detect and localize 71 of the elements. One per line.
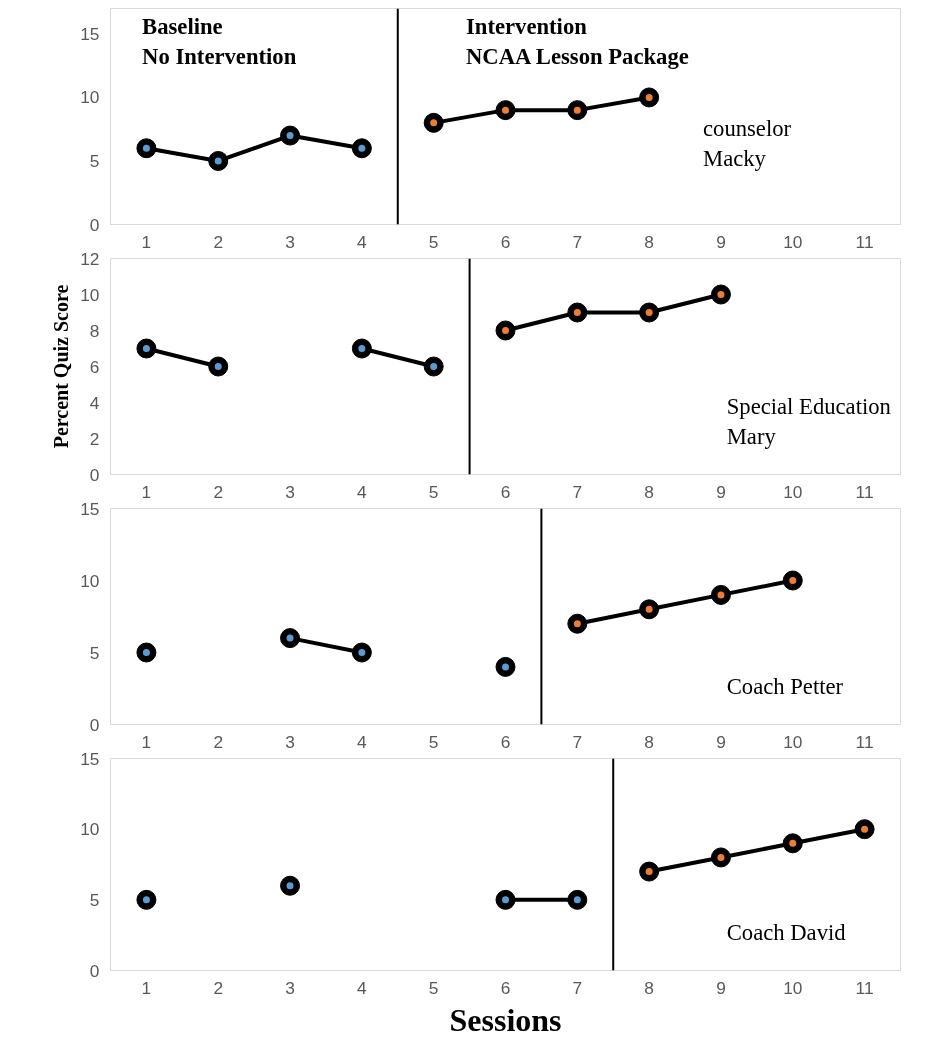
x-tick-label: 9 (716, 231, 726, 252)
x-tick-label: 9 (716, 977, 726, 998)
x-tick-label: 8 (644, 231, 654, 252)
annotation: Coach David (726, 920, 847, 946)
x-tick-label: 10 (783, 977, 803, 998)
annotation: Baseline No Intervention (142, 13, 297, 69)
x-tick-label: 7 (572, 731, 583, 752)
x-tick-label: 3 (285, 731, 295, 752)
x-tick-label: 5 (428, 731, 439, 752)
y-tick-label: 10 (80, 819, 100, 840)
annotation: Special Education Mary (726, 393, 891, 449)
y-tick-label: 5 (89, 889, 100, 910)
y-tick-label: 5 (89, 150, 100, 171)
x-tick-label: 1 (141, 977, 152, 998)
annotation: Intervention NCAA Lesson Package (466, 13, 689, 69)
x-tick-label: 4 (357, 977, 368, 998)
x-tick-label: 10 (783, 231, 803, 252)
x-tick-label: 2 (213, 731, 224, 752)
x-tick-label: 10 (783, 731, 803, 752)
y-tick-label: 0 (89, 714, 100, 735)
y-axis-title: Percent Quiz Score (50, 284, 73, 449)
x-axis-title: Sessions (449, 1001, 562, 1038)
x-tick-label: 8 (644, 481, 654, 502)
x-tick-label: 6 (500, 231, 511, 252)
x-tick-label: 7 (572, 977, 583, 998)
x-tick-label: 5 (428, 481, 439, 502)
x-tick-label: 8 (644, 731, 654, 752)
x-tick-label: 11 (855, 977, 874, 998)
y-tick-label: 6 (89, 356, 100, 377)
x-tick-label: 7 (572, 231, 583, 252)
x-tick-label: 7 (572, 481, 583, 502)
y-tick-label: 10 (80, 570, 100, 591)
x-tick-label: 2 (213, 977, 224, 998)
x-tick-label: 9 (716, 481, 726, 502)
x-tick-label: 6 (500, 731, 511, 752)
y-tick-label: 8 (89, 320, 100, 341)
x-tick-label: 6 (500, 481, 511, 502)
x-tick-label: 11 (855, 481, 874, 502)
annotation: Coach Petter (726, 673, 844, 699)
x-tick-label: 1 (141, 731, 152, 752)
x-tick-label: 5 (428, 231, 439, 252)
x-tick-label: 11 (855, 231, 874, 252)
x-tick-label: 2 (213, 231, 224, 252)
y-tick-label: 0 (89, 214, 100, 235)
y-tick-label: 0 (89, 960, 100, 981)
y-tick-label: 4 (89, 392, 100, 413)
y-tick-label: 10 (80, 87, 100, 108)
x-tick-label: 4 (357, 481, 368, 502)
x-tick-label: 5 (428, 977, 439, 998)
x-tick-label: 2 (213, 481, 224, 502)
x-tick-label: 1 (141, 481, 152, 502)
x-tick-label: 1 (141, 231, 152, 252)
annotation: counselor Macky (703, 115, 792, 171)
x-tick-label: 3 (285, 481, 295, 502)
x-tick-label: 4 (357, 731, 368, 752)
x-tick-label: 11 (855, 731, 874, 752)
y-tick-label: 2 (89, 428, 100, 449)
y-tick-label: 15 (80, 498, 100, 519)
y-tick-label: 12 (80, 248, 100, 269)
y-tick-label: 15 (80, 23, 100, 44)
y-tick-label: 5 (89, 642, 100, 663)
y-tick-label: 15 (80, 748, 100, 769)
x-tick-label: 6 (500, 977, 511, 998)
x-tick-label: 9 (716, 731, 726, 752)
y-tick-label: 0 (89, 464, 100, 485)
x-tick-label: 4 (357, 231, 368, 252)
x-tick-label: 3 (285, 231, 295, 252)
x-tick-label: 3 (285, 977, 295, 998)
x-tick-label: 8 (644, 977, 654, 998)
y-tick-label: 10 (80, 284, 100, 305)
x-tick-label: 10 (783, 481, 803, 502)
